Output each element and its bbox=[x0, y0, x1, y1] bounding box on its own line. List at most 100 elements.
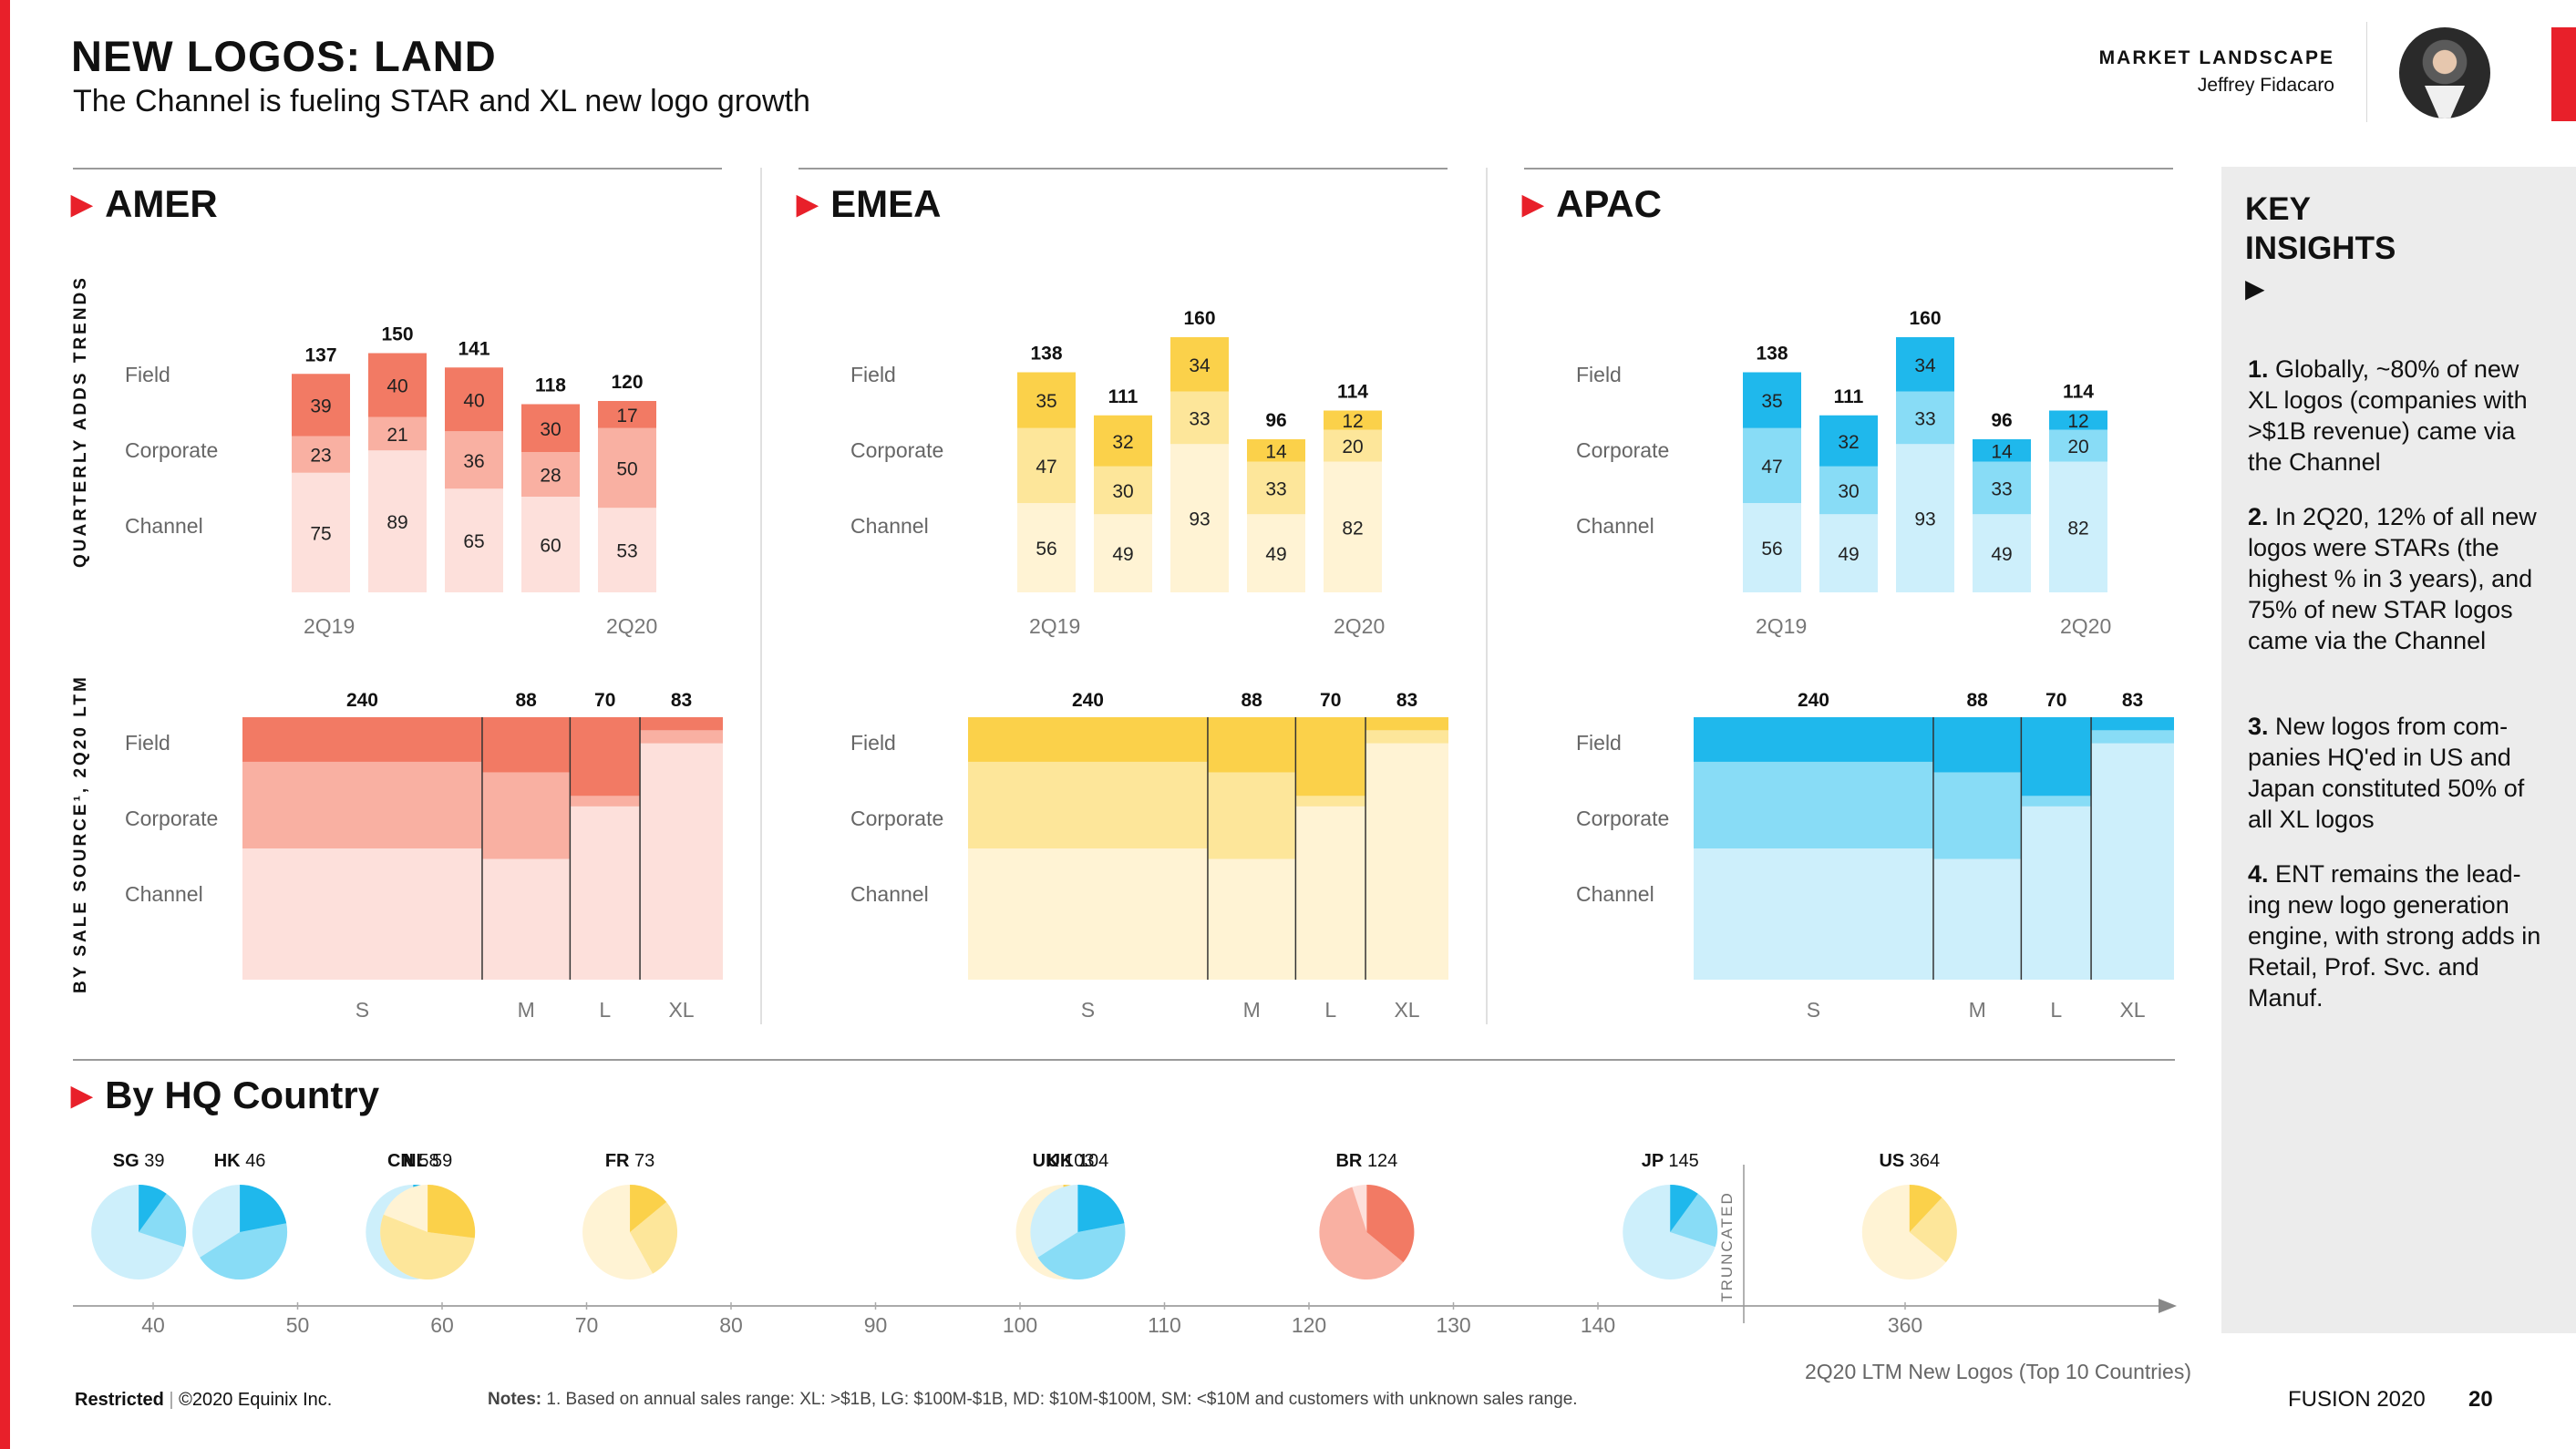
mekko-segment-channel bbox=[640, 743, 723, 980]
bar-segment-channel bbox=[521, 497, 580, 592]
bar-value-label: 40 bbox=[386, 376, 407, 397]
row-label-field: Field bbox=[125, 731, 170, 755]
mekko-width-label: 83 bbox=[2122, 690, 2143, 711]
country-label: SG 39 bbox=[113, 1151, 165, 1171]
bar-segment-corporate bbox=[521, 452, 580, 497]
bar-total-label: 137 bbox=[304, 344, 336, 365]
bar-value-label: 47 bbox=[1761, 457, 1782, 478]
mekko-segment-channel bbox=[2021, 806, 2092, 980]
country-code: UK bbox=[1046, 1151, 1077, 1171]
bar-value-label: 60 bbox=[540, 536, 561, 557]
bar-value-label: 12 bbox=[2067, 411, 2088, 432]
bar-segment-channel bbox=[1094, 514, 1152, 592]
country-value: 73 bbox=[634, 1151, 654, 1171]
country-value: 59 bbox=[432, 1151, 452, 1171]
x-axis-tick-label: 50 bbox=[286, 1313, 310, 1337]
bar-value-label: 33 bbox=[1189, 408, 1210, 429]
bar-total-label: 114 bbox=[1337, 382, 1368, 403]
bar-segment-field bbox=[1973, 439, 2031, 462]
bar-total-label: 150 bbox=[381, 324, 413, 345]
mekko-segment-field bbox=[968, 717, 1208, 762]
mekko-width-label: 88 bbox=[1241, 690, 1262, 711]
bar-segment-field bbox=[1094, 415, 1152, 467]
country-label: CN 58 bbox=[387, 1151, 439, 1171]
mekko-segment-corporate bbox=[481, 772, 571, 859]
bar-value-label: 30 bbox=[540, 419, 561, 440]
country-top-rule bbox=[73, 1059, 2175, 1061]
bar-value-label: 93 bbox=[1189, 509, 1210, 530]
bar-segment-field bbox=[445, 367, 503, 432]
bar-value-label: 34 bbox=[1914, 355, 1936, 376]
mekko-segment-channel bbox=[570, 806, 641, 980]
country-code: JP bbox=[1642, 1151, 1669, 1171]
mekko-category-label: M bbox=[1969, 998, 1986, 1022]
section-label: MARKET LANDSCAPE bbox=[2098, 47, 2334, 68]
country-label: US 364 bbox=[1879, 1151, 1940, 1171]
bar-value-label: 65 bbox=[463, 531, 484, 552]
avatar bbox=[2399, 27, 2490, 118]
country-value: 364 bbox=[1910, 1151, 1940, 1171]
country-value: 104 bbox=[1078, 1151, 1108, 1171]
row-label-corporate: Corporate bbox=[850, 807, 944, 830]
bar-value-label: 33 bbox=[1265, 478, 1286, 499]
amer-top-rule bbox=[73, 168, 722, 170]
country-label: UK 103 bbox=[1033, 1151, 1095, 1171]
row-label-channel: Channel bbox=[850, 514, 929, 538]
bar-value-label: 36 bbox=[463, 451, 484, 472]
mekko-segment-channel bbox=[968, 848, 1208, 980]
mekko-width-label: 70 bbox=[594, 690, 615, 711]
mekko-category-label: S bbox=[1081, 998, 1095, 1022]
mekko-segment-corporate bbox=[242, 761, 482, 848]
country-label: JP 145 bbox=[1642, 1151, 1699, 1171]
page-title: NEW LOGOS: LAND bbox=[71, 32, 497, 80]
bar-segment-channel bbox=[1973, 514, 2031, 592]
bar-value-label: 53 bbox=[616, 541, 637, 562]
panel-divider bbox=[1486, 168, 1488, 1024]
mekko-width-label: 83 bbox=[1396, 690, 1417, 711]
country-code: CN bbox=[387, 1151, 418, 1171]
row-label-channel: Channel bbox=[850, 882, 929, 906]
mekko-segment-field bbox=[1295, 717, 1366, 796]
bar-value-label: 33 bbox=[1914, 408, 1935, 429]
bar-segment-field bbox=[1896, 337, 1954, 392]
pie-slice-field bbox=[428, 1185, 476, 1238]
quarter-label-start: 2Q19 bbox=[304, 614, 355, 638]
bar-value-label: 82 bbox=[2067, 518, 2088, 539]
mekko-segment-channel bbox=[1207, 858, 1296, 980]
bar-value-label: 56 bbox=[1761, 539, 1782, 560]
mekko-category-label: XL bbox=[2119, 998, 2145, 1022]
mekko-segment-field bbox=[1694, 717, 1933, 762]
mekko-category-label: L bbox=[1324, 998, 1336, 1022]
mekko-category-label: L bbox=[2050, 998, 2062, 1022]
quarter-label-end: 2Q20 bbox=[1334, 614, 1386, 638]
bar-value-label: 40 bbox=[463, 390, 484, 411]
bar-segment-field bbox=[1819, 415, 1878, 467]
bar-value-label: 35 bbox=[1036, 391, 1056, 412]
bar-value-label: 47 bbox=[1036, 457, 1056, 478]
bar-value-label: 32 bbox=[1112, 432, 1133, 453]
bar-segment-field bbox=[1743, 372, 1801, 428]
pie-slice-corporate bbox=[630, 1201, 678, 1274]
row-label-channel: Channel bbox=[1576, 514, 1654, 538]
bar-value-label: 35 bbox=[1761, 391, 1782, 412]
bar-segment-channel bbox=[1743, 503, 1801, 592]
bar-total-label: 138 bbox=[1756, 344, 1788, 365]
country-value: 39 bbox=[144, 1151, 164, 1171]
mekko-segment-corporate bbox=[570, 796, 641, 807]
left-accent-bar bbox=[0, 0, 10, 1449]
bar-segment-corporate bbox=[1896, 391, 1954, 445]
apac-top-rule bbox=[1524, 168, 2173, 170]
bar-value-label: 89 bbox=[386, 512, 407, 533]
bar-segment-channel bbox=[368, 450, 427, 592]
row-label-field: Field bbox=[125, 363, 170, 386]
bar-segment-field bbox=[2049, 410, 2107, 430]
bar-segment-corporate bbox=[1247, 461, 1305, 515]
footer-restricted: Restricted | ©2020 Equinix Inc. bbox=[75, 1390, 333, 1410]
panel-divider bbox=[760, 168, 762, 1024]
bar-value-label: 30 bbox=[1112, 481, 1133, 502]
country-code: US bbox=[1879, 1151, 1909, 1171]
bar-segment-corporate bbox=[445, 431, 503, 489]
bar-segment-channel bbox=[1896, 444, 1954, 592]
page-number: 20 bbox=[2468, 1387, 2493, 1412]
bar-total-label: 96 bbox=[1265, 410, 1286, 431]
